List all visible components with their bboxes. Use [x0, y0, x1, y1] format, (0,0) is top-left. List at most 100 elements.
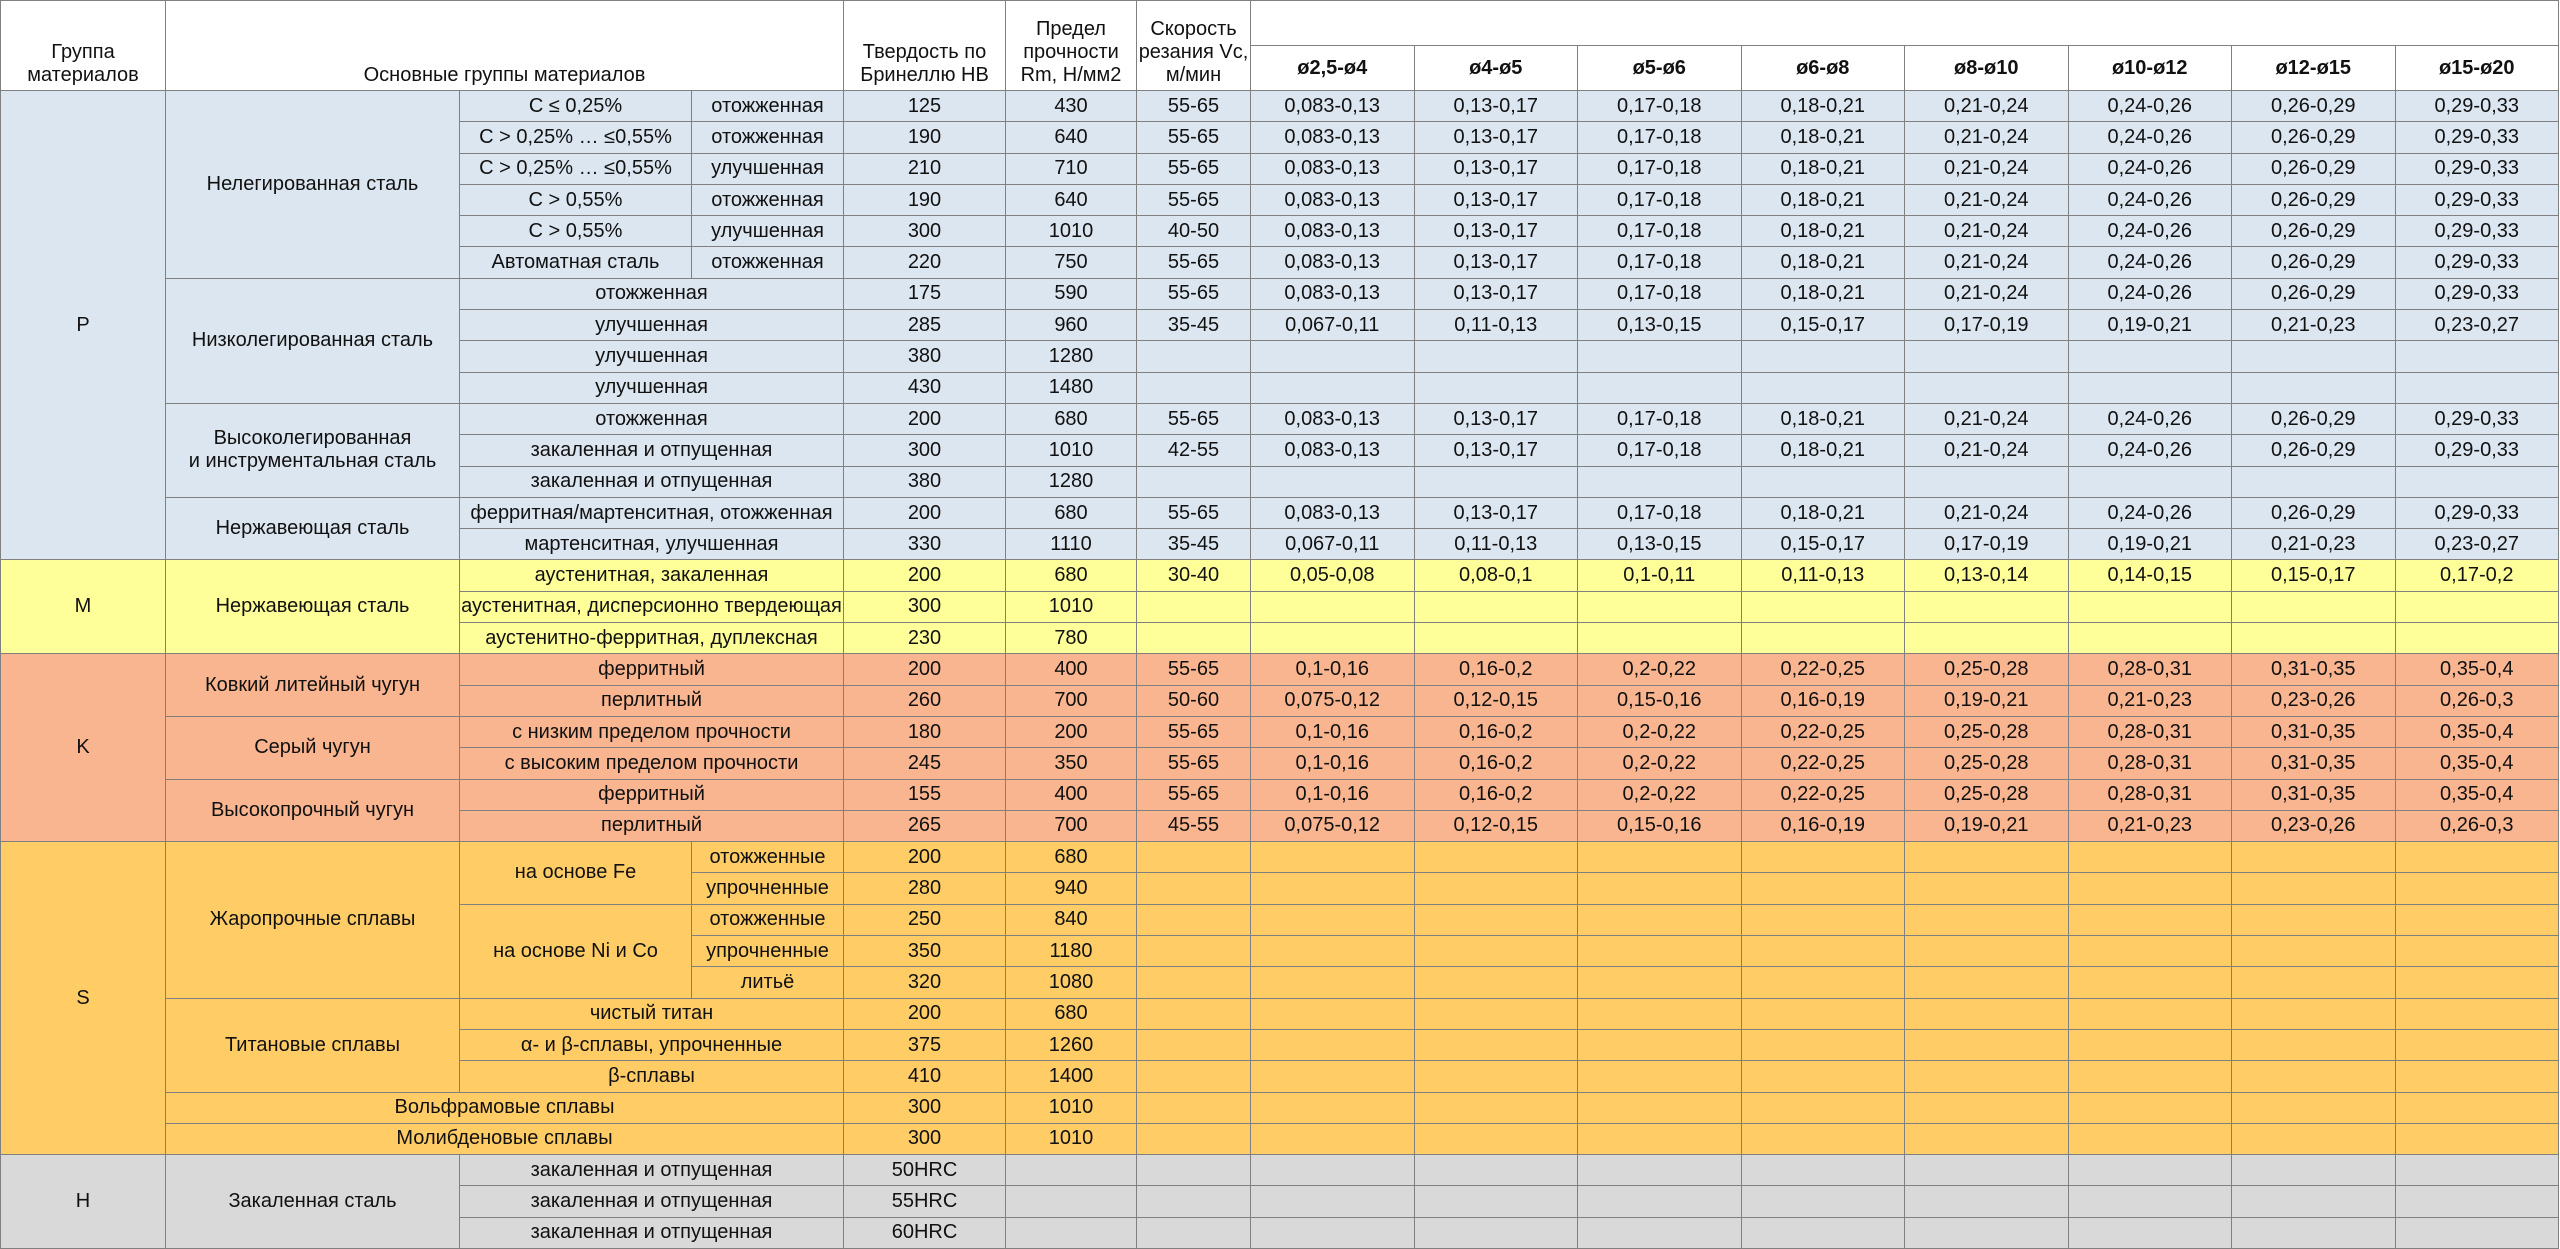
- header-group: Группа материалов: [1, 1, 166, 91]
- feed: 0,14-0,15: [2068, 560, 2232, 592]
- feed: 0,26-0,29: [2232, 153, 2396, 185]
- feed: 0,13-0,14: [1905, 560, 2069, 592]
- feed: 0,29-0,33: [2395, 91, 2559, 123]
- condition: отожженная: [692, 91, 844, 123]
- empty-cell: [2232, 1061, 2396, 1093]
- empty-cell: [1578, 1092, 1742, 1124]
- empty-cell: [1578, 341, 1742, 373]
- feed: 0,29-0,33: [2395, 403, 2559, 436]
- empty-cell: [1414, 1029, 1578, 1062]
- feed: 0,26-0,29: [2232, 278, 2396, 311]
- subgroup: Автоматная сталь: [460, 247, 692, 279]
- empty-cell: [2232, 623, 2396, 655]
- cutting-speed: 55-65: [1137, 278, 1251, 311]
- cutting-speed: 55-65: [1137, 654, 1251, 686]
- feed: 0,083-0,13: [1251, 184, 1415, 217]
- empty-cell: [1251, 623, 1415, 655]
- empty-cell: [1741, 372, 1905, 404]
- feed: 0,15-0,16: [1578, 685, 1742, 717]
- cutting-speed: 35-45: [1137, 310, 1251, 342]
- empty-cell: [1741, 842, 1905, 874]
- hardness: 190: [844, 184, 1006, 217]
- empty-cell: [2232, 372, 2396, 404]
- feed: 0,26-0,3: [2395, 685, 2559, 717]
- condition: отожженная: [692, 122, 844, 154]
- strength: 960: [1006, 310, 1137, 342]
- feed: 0,21-0,24: [1905, 435, 2069, 467]
- empty-cell: [2068, 466, 2232, 498]
- empty-cell: [1414, 623, 1578, 655]
- empty-cell: [2068, 591, 2232, 624]
- feed: 0,19-0,21: [2068, 529, 2232, 561]
- feed: 0,26-0,29: [2232, 435, 2396, 467]
- empty-cell: [2232, 998, 2396, 1030]
- empty-cell: [2395, 1123, 2559, 1156]
- hardness: 200: [844, 842, 1006, 874]
- header-main: Основные группы материалов: [166, 1, 844, 91]
- feed: 0,31-0,35: [2232, 748, 2396, 780]
- hardness: 280: [844, 873, 1006, 905]
- cutting-speed: 55-65: [1137, 247, 1251, 279]
- empty-cell: [1414, 1123, 1578, 1156]
- feed: 0,35-0,4: [2395, 716, 2559, 749]
- feed: 0,24-0,26: [2068, 153, 2232, 185]
- feed: 0,2-0,22: [1578, 654, 1742, 686]
- empty-cell: [2068, 1217, 2232, 1249]
- feed: 0,23-0,27: [2395, 310, 2559, 342]
- feed: 0,13-0,17: [1414, 216, 1578, 248]
- hardness: 430: [844, 372, 1006, 404]
- empty-cell: [1137, 842, 1251, 874]
- empty-cell: [2395, 1061, 2559, 1093]
- hardness: 320: [844, 967, 1006, 999]
- empty-cell: [2232, 842, 2396, 874]
- empty-cell: [1137, 904, 1251, 937]
- feed: 0,15-0,17: [1741, 310, 1905, 342]
- feed: 0,21-0,23: [2068, 685, 2232, 717]
- empty-cell: [2068, 341, 2232, 373]
- feed: 0,13-0,15: [1578, 310, 1742, 342]
- empty-cell: [1905, 904, 2069, 937]
- specification: закаленная и отпущенная: [460, 1186, 844, 1218]
- cutting-speed: 40-50: [1137, 216, 1251, 248]
- feed: 0,28-0,31: [2068, 654, 2232, 686]
- feed: 0,083-0,13: [1251, 216, 1415, 248]
- empty-cell: [1578, 1186, 1742, 1218]
- empty-cell: [2395, 1217, 2559, 1249]
- specification: отожженная: [460, 278, 844, 311]
- feed: 0,26-0,29: [2232, 403, 2396, 436]
- feed: 0,1-0,16: [1251, 748, 1415, 780]
- strength: 1260: [1006, 1029, 1137, 1062]
- empty-cell: [1578, 967, 1742, 999]
- specification: с низким пределом прочности: [460, 716, 844, 749]
- empty-cell: [1741, 873, 1905, 905]
- cutting-speed: 55-65: [1137, 184, 1251, 217]
- strength: 1010: [1006, 591, 1137, 624]
- empty-cell: [2068, 998, 2232, 1030]
- empty-cell: [2232, 904, 2396, 937]
- specification: отожженная: [460, 403, 844, 436]
- feed: 0,19-0,21: [1905, 810, 2069, 843]
- strength: 840: [1006, 904, 1137, 937]
- feed: 0,12-0,15: [1414, 685, 1578, 717]
- empty-cell: [2068, 842, 2232, 874]
- family-name: Высоколегированная и инструментальная ст…: [166, 403, 460, 498]
- family-name: Нержавеющая сталь: [166, 497, 460, 561]
- header-hb: Твердость по Бринеллю HB: [844, 1, 1006, 91]
- specification: закаленная и отпущенная: [460, 435, 844, 467]
- feed: 0,067-0,11: [1251, 529, 1415, 561]
- feed: 0,24-0,26: [2068, 435, 2232, 467]
- empty-cell: [2232, 591, 2396, 624]
- feed: 0,21-0,24: [1905, 153, 2069, 185]
- empty-cell: [1251, 842, 1415, 874]
- empty-cell: [2232, 936, 2396, 968]
- empty-cell: [2395, 1029, 2559, 1062]
- empty-cell: [1137, 967, 1251, 999]
- group-code: K: [1, 654, 166, 843]
- specification: β-сплавы: [460, 1061, 844, 1093]
- feed: 0,31-0,35: [2232, 779, 2396, 811]
- group-code: P: [1, 91, 166, 561]
- feed: 0,2-0,22: [1578, 716, 1742, 749]
- hardness: 260: [844, 685, 1006, 717]
- cutting-speed: 55-65: [1137, 497, 1251, 530]
- feed: 0,08-0,1: [1414, 560, 1578, 592]
